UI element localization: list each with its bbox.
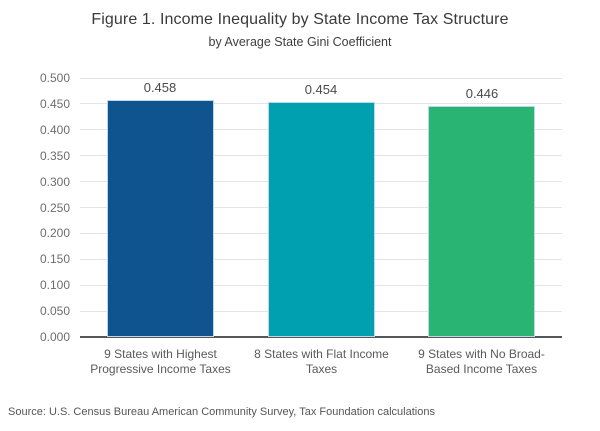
category-label: 9 States with Highest Progressive Income… bbox=[90, 347, 231, 376]
x-axis-line bbox=[80, 336, 562, 338]
bar bbox=[428, 106, 535, 337]
y-axis-tick-label: 0.450 bbox=[39, 96, 70, 111]
y-axis-tick-label: 0.500 bbox=[39, 71, 70, 85]
bar-value-label: 0.454 bbox=[304, 82, 338, 97]
y-axis-tick-label: 0.150 bbox=[39, 252, 70, 267]
bar bbox=[268, 102, 375, 337]
chart-title: Figure 1. Income Inequality by State Inc… bbox=[91, 11, 509, 28]
plot-area: 0.000 0.050 0.100 0.150 0.200 0.250 0.300 0.350… bbox=[40, 71, 562, 376]
y-axis-tick-label: 0.400 bbox=[39, 122, 70, 137]
chart-subtitle: by Average State Gini Coefficient bbox=[208, 35, 392, 49]
y-axis-tick-label: 0.200 bbox=[39, 226, 70, 241]
y-axis-tick-label: 0.250 bbox=[39, 200, 70, 215]
y-axis-tick-label: 0.100 bbox=[39, 278, 70, 293]
bar-value-label: 0.446 bbox=[465, 86, 499, 101]
category-label: 8 States with Flat Income Taxes bbox=[254, 347, 389, 376]
category-label: 9 States with No Broad- Based Income Tax… bbox=[418, 347, 545, 376]
bar bbox=[107, 100, 214, 337]
gridline bbox=[80, 77, 562, 79]
y-axis-tick-label: 0.350 bbox=[39, 148, 70, 163]
y-axis-tick-label: 0.000 bbox=[39, 330, 70, 344]
y-axis-tick-label: 0.300 bbox=[39, 174, 70, 189]
source-note: Source: U.S. Census Bureau American Comm… bbox=[8, 406, 435, 418]
bar-value-label: 0.458 bbox=[143, 80, 177, 95]
y-axis-tick-label: 0.050 bbox=[39, 304, 70, 319]
